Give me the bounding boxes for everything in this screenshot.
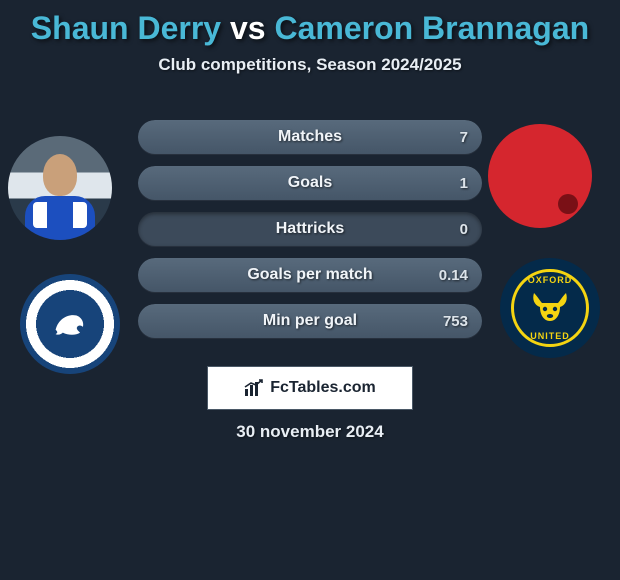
stat-row: Min per goal 753 xyxy=(138,304,482,338)
ox-icon xyxy=(530,291,570,325)
player2-club-crest: OXFORD UNITED xyxy=(500,258,600,358)
comparison-title: Shaun Derry vs Cameron Brannagan xyxy=(0,0,620,47)
stat-label: Goals per match xyxy=(247,266,372,284)
stat-label: Matches xyxy=(278,128,342,146)
stat-label: Min per goal xyxy=(263,312,357,330)
brand-text-rest: Tables.com xyxy=(289,379,376,396)
brand-text: FcTables.com xyxy=(270,379,376,397)
stat-row: Goals per match 0.14 xyxy=(138,258,482,292)
player2-name: Cameron Brannagan xyxy=(274,10,589,46)
stat-row: Matches 7 xyxy=(138,120,482,154)
lion-icon xyxy=(47,301,93,347)
brand-text-bold: Fc xyxy=(270,379,289,396)
stat-value-right: 1 xyxy=(460,175,468,192)
chart-icon xyxy=(244,379,264,397)
player1-name: Shaun Derry xyxy=(31,10,221,46)
stat-value-right: 7 xyxy=(460,129,468,146)
vs-label: vs xyxy=(230,10,266,46)
stats-panel: Matches 7 Goals 1 Hattricks 0 Goals per match 0… xyxy=(138,120,482,350)
player1-club-crest xyxy=(20,274,120,374)
stat-value-right: 753 xyxy=(443,313,468,330)
player1-avatar xyxy=(8,136,112,240)
stat-value-right: 0.14 xyxy=(439,267,468,284)
stat-value-right: 0 xyxy=(460,221,468,238)
player2-avatar xyxy=(488,124,592,228)
stat-row: Hattricks 0 xyxy=(138,212,482,246)
subtitle: Club competitions, Season 2024/2025 xyxy=(0,55,620,75)
stat-label: Goals xyxy=(288,174,332,192)
stat-row: Goals 1 xyxy=(138,166,482,200)
stat-label: Hattricks xyxy=(276,220,344,238)
footer-date: 30 november 2024 xyxy=(0,422,620,442)
brand-badge[interactable]: FcTables.com xyxy=(207,366,413,410)
crest-text-top: OXFORD xyxy=(528,275,573,285)
crest-text-bottom: UNITED xyxy=(530,331,570,341)
